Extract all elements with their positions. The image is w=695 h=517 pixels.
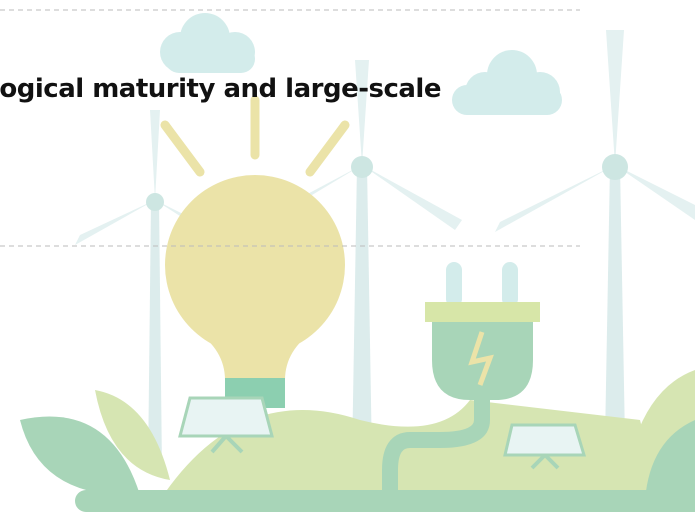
ground — [75, 490, 695, 512]
bulb — [165, 175, 345, 355]
bulb-rays — [165, 100, 345, 172]
headline: logical maturity and large-scale — [0, 74, 441, 104]
bulb-neck — [195, 330, 315, 380]
plug-prongs — [446, 262, 518, 307]
plug-top — [425, 302, 540, 322]
page: {"headline": "logical maturity and large… — [0, 0, 695, 517]
